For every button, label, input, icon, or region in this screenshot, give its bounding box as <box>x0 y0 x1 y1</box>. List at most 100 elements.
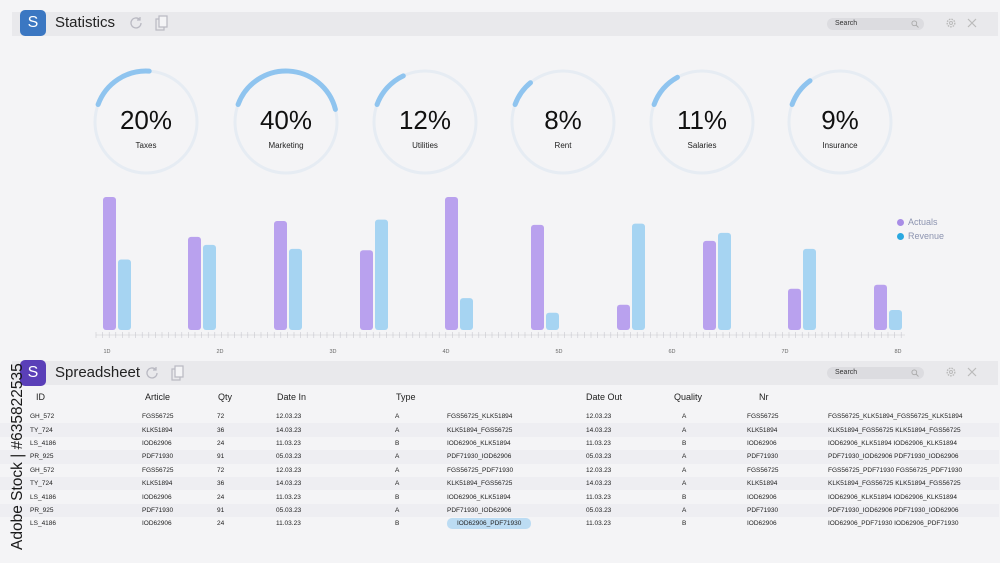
spreadsheet-search-input[interactable]: Search <box>827 367 924 379</box>
cell-article[interactable]: PDF71930 <box>142 503 217 518</box>
cell-date-out[interactable]: 05.03.23 <box>586 503 682 518</box>
cell-id[interactable]: PR_925 <box>0 503 142 518</box>
cell-date-out[interactable]: 14.03.23 <box>586 476 682 491</box>
cell-nr[interactable]: PDF71930 <box>747 503 828 518</box>
cell-nr-code[interactable]: KLK51894_FGS56725 KLK51894_FGS56725 <box>828 423 999 437</box>
cell-type-code[interactable]: IOD62906_KLK51894 <box>447 493 511 501</box>
table-row[interactable]: TY_724 KLK51894 36 14.03.23 A KLK51894_FGS567… <box>0 423 999 437</box>
cell-date-in[interactable]: 11.03.23 <box>276 493 301 501</box>
cell-article[interactable]: KLK51894 <box>142 476 217 491</box>
table-row[interactable]: GH_572 FGS56725 72 12.03.23 A FGS56725_PDF719… <box>0 464 999 477</box>
cell-qty[interactable]: 24 <box>217 520 225 528</box>
cell-type-code[interactable]: IOD62906_KLK51894 <box>447 439 511 447</box>
cell-nr-code[interactable]: PDF71930_IOD62906 PDF71930_IOD62906 <box>828 503 999 518</box>
cell-date-out[interactable]: 11.03.23 <box>586 439 611 447</box>
column-header-article[interactable]: Article <box>145 392 171 402</box>
cell-qty[interactable]: 72 <box>217 413 225 421</box>
gear-icon[interactable] <box>945 366 957 378</box>
cell-qty[interactable]: 36 <box>217 423 276 437</box>
cell-nr-code[interactable]: PDF71930_IOD62906 PDF71930_IOD62906 <box>828 450 999 464</box>
cell-article[interactable]: FGS56725 <box>142 466 174 474</box>
cell-article[interactable]: IOD62906 <box>142 439 172 447</box>
column-header-type[interactable]: Type <box>396 392 416 402</box>
cell-id[interactable]: LS_4186 <box>30 439 57 447</box>
cell-type[interactable]: A <box>395 466 400 474</box>
cell-quality[interactable]: A <box>682 503 747 518</box>
cell-type[interactable]: B <box>395 520 400 528</box>
statistics-search-input[interactable]: Search <box>827 18 924 30</box>
column-header-id[interactable]: ID <box>36 392 45 402</box>
cell-date-in[interactable]: 05.03.23 <box>276 450 395 464</box>
cell-nr-code[interactable]: FGS56725_KLK51894_FGS56725_KLK51894 <box>828 413 963 421</box>
cell-date-out[interactable]: 14.03.23 <box>586 423 682 437</box>
cell-type[interactable]: B <box>395 493 400 501</box>
cell-id[interactable]: GH_572 <box>30 466 55 474</box>
cell-id[interactable]: GH_572 <box>30 413 55 421</box>
cell-nr-code[interactable]: KLK51894_FGS56725 KLK51894_FGS56725 <box>828 476 999 491</box>
cell-type[interactable]: A <box>395 476 447 491</box>
cell-type-code[interactable]: PDF71930_IOD62906 <box>447 450 586 464</box>
cell-qty[interactable]: 36 <box>217 476 276 491</box>
cell-id[interactable]: LS_4186 <box>30 493 57 501</box>
table-row[interactable]: LS_4186 IOD62906 24 11.03.23 B IOD62906_KLK51… <box>0 490 999 503</box>
table-row[interactable]: LS_4186 IOD62906 24 11.03.23 B IOD62906_KLK51… <box>0 437 999 450</box>
cell-type-code[interactable]: FGS56725_KLK51894 <box>447 413 513 421</box>
cell-date-out[interactable]: 12.03.23 <box>586 413 612 421</box>
cell-type-code[interactable]: PDF71930_IOD62906 <box>447 503 586 518</box>
table-row[interactable]: LS_4186 IOD62906 24 11.03.23 B IOD62906_PDF71… <box>0 517 999 530</box>
cell-qty[interactable]: 72 <box>217 466 225 474</box>
gear-icon[interactable] <box>945 17 957 29</box>
copy-icon[interactable] <box>170 365 186 381</box>
cell-type[interactable]: A <box>395 413 400 421</box>
close-icon[interactable] <box>966 17 978 29</box>
cell-type[interactable]: A <box>395 450 447 464</box>
cell-quality[interactable]: A <box>682 466 687 474</box>
column-header-quality[interactable]: Quality <box>674 392 703 402</box>
cell-id[interactable]: PR_925 <box>0 450 142 464</box>
column-header-date-in[interactable]: Date In <box>277 392 307 402</box>
cell-type[interactable]: A <box>395 503 447 518</box>
cell-qty[interactable]: 91 <box>217 450 276 464</box>
cell-date-in[interactable]: 12.03.23 <box>276 466 302 474</box>
cell-quality[interactable]: B <box>682 493 687 501</box>
column-header-date-out[interactable]: Date Out <box>586 392 623 402</box>
cell-nr[interactable]: FGS56725 <box>747 466 779 474</box>
cell-nr[interactable]: KLK51894 <box>747 423 828 437</box>
cell-nr[interactable]: IOD62906 <box>747 439 777 447</box>
cell-date-in[interactable]: 11.03.23 <box>276 520 301 528</box>
cell-date-out[interactable]: 11.03.23 <box>586 493 611 501</box>
cell-nr[interactable]: IOD62906 <box>747 520 777 528</box>
cell-type[interactable]: B <box>395 439 400 447</box>
spreadsheet-app-icon[interactable]: S <box>20 360 46 386</box>
table-row[interactable]: TY_724 KLK51894 36 14.03.23 A KLK51894_FGS567… <box>0 476 999 491</box>
cell-type-code[interactable]: FGS56725_PDF71930 <box>447 466 514 474</box>
cell-type-code[interactable]: IOD62906_PDF71930 <box>447 517 586 530</box>
cell-article[interactable]: PDF71930 <box>142 450 217 464</box>
cell-nr[interactable]: PDF71930 <box>747 450 828 464</box>
cell-article[interactable]: IOD62906 <box>142 520 172 528</box>
cell-qty[interactable]: 24 <box>217 493 225 501</box>
cell-date-in[interactable]: 14.03.23 <box>276 476 395 491</box>
refresh-icon[interactable] <box>128 15 144 31</box>
cell-date-in[interactable]: 14.03.23 <box>276 423 395 437</box>
column-header-nr[interactable]: Nr <box>759 392 769 402</box>
cell-id[interactable]: TY_724 <box>0 476 142 491</box>
cell-article[interactable]: IOD62906 <box>142 493 172 501</box>
cell-nr-code[interactable]: FGS56725_PDF71930 FGS56725_PDF71930 <box>828 466 963 474</box>
cell-article[interactable]: KLK51894 <box>142 423 217 437</box>
table-row[interactable]: PR_925 PDF71930 91 05.03.23 A PDF71930_IOD629… <box>0 503 999 518</box>
cell-quality[interactable]: A <box>682 423 747 437</box>
cell-quality[interactable]: B <box>682 439 687 447</box>
statistics-app-icon[interactable]: S <box>20 10 46 36</box>
cell-date-in[interactable]: 12.03.23 <box>276 413 302 421</box>
cell-qty[interactable]: 91 <box>217 503 276 518</box>
cell-type-code[interactable]: KLK51894_FGS56725 <box>447 476 586 491</box>
refresh-icon[interactable] <box>144 365 160 381</box>
cell-quality[interactable]: A <box>682 413 687 421</box>
cell-date-in[interactable]: 05.03.23 <box>276 503 395 518</box>
cell-type-code[interactable]: KLK51894_FGS56725 <box>447 423 586 437</box>
table-row[interactable]: PR_925 PDF71930 91 05.03.23 A PDF71930_IOD629… <box>0 450 999 464</box>
cell-quality[interactable]: A <box>682 450 747 464</box>
cell-date-out[interactable]: 05.03.23 <box>586 450 682 464</box>
cell-nr-code[interactable]: IOD62906_KLK51894 IOD62906_KLK51894 <box>828 439 958 447</box>
